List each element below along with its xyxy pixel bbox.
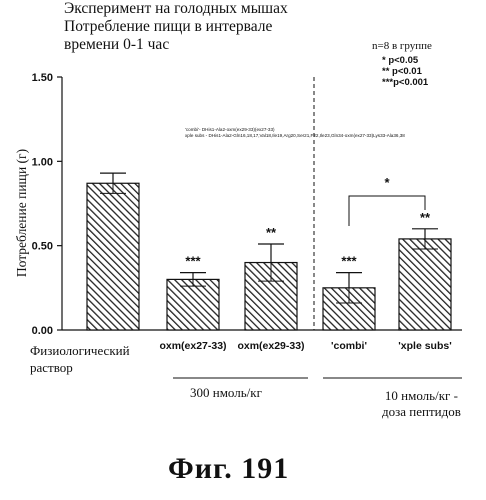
category-label-2: oxm(ex29-33) xyxy=(237,340,304,352)
bar-4 xyxy=(399,239,451,330)
figure-label: Фиг. 191 xyxy=(168,452,289,486)
y-tick-label-1: 0.50 xyxy=(32,241,53,253)
significance-2: ** xyxy=(266,225,277,240)
y-tick-label-2: 1.00 xyxy=(32,156,53,168)
physiological-line-1: Физиологический xyxy=(30,342,130,359)
comparison-bracket xyxy=(349,196,425,226)
significance-1: *** xyxy=(185,254,201,269)
bar-1 xyxy=(167,279,219,330)
bracket-significance: * xyxy=(384,175,390,190)
category-label-4: 'xple subs' xyxy=(398,340,451,352)
dose-10-line-2: доза пептидов xyxy=(382,404,461,420)
y-tick-label-3: 1.50 xyxy=(32,72,53,84)
dose-300-label: 300 нмоль/кг xyxy=(190,385,262,401)
dose-10-label: 10 нмоль/кг - доза пептидов xyxy=(382,388,461,420)
physiological-saline-label: Физиологический раствор xyxy=(30,342,130,376)
category-label-3: 'combi' xyxy=(331,340,367,352)
significance-4: ** xyxy=(420,210,431,225)
category-label-1: oxm(ex27-33) xyxy=(159,340,226,352)
significance-3: *** xyxy=(341,254,357,269)
xple-definition: xple subs - DHis1-Ala2-Gln16,18,17,Val18… xyxy=(185,133,405,138)
physiological-line-2: раствор xyxy=(30,359,130,376)
y-tick-label-0: 0.00 xyxy=(32,325,53,337)
combi-definition: 'combi'- DHis1-Ala2-oxm(ex29-33)(ex27-33… xyxy=(185,127,275,132)
bar-0 xyxy=(87,183,139,330)
dose-10-line-1: 10 нмоль/кг - xyxy=(382,388,461,404)
